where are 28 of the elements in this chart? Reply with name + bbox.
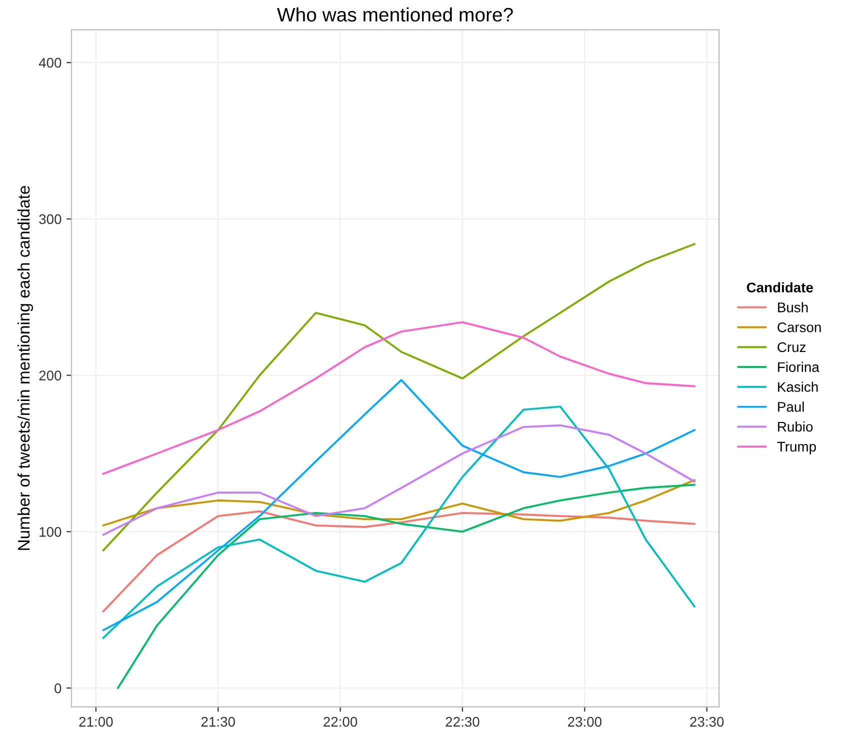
y-tick-label: 100	[40, 527, 62, 537]
legend-label: Fiorina	[778, 362, 820, 372]
x-tick-label: 22:30	[446, 716, 480, 727]
legend-label: Bush	[778, 302, 808, 312]
chart-title: Who was mentioned more?	[277, 7, 513, 22]
legend-label: Carson	[778, 322, 821, 332]
legend-label: Cruz	[778, 342, 806, 352]
line-series	[102, 510, 696, 612]
y-tick-label: 400	[38, 58, 62, 68]
legend-label: Rubio	[778, 421, 813, 432]
line-series	[102, 424, 696, 536]
x-tick-label: 21:00	[79, 716, 113, 727]
legend-title: Candidate	[746, 282, 813, 292]
x-tick-label: 22:00	[324, 716, 358, 727]
legend-label: Kasich	[778, 382, 818, 392]
y-tick-label: 0	[54, 683, 62, 694]
x-tick-label: 23:30	[690, 716, 724, 727]
legend-label: Trump	[777, 442, 816, 454]
y-tick-label: 300	[39, 214, 62, 224]
x-tick-label: 23:00	[568, 716, 602, 727]
y-axis-title: Number of tweets/min mentioning each candidate	[18, 186, 34, 550]
y-tick-label: 200	[39, 370, 62, 380]
line-series	[102, 321, 696, 475]
legend-label: Paul	[778, 402, 804, 412]
x-tick-label: 21:30	[201, 716, 235, 727]
line-series	[102, 243, 696, 552]
line-series	[116, 484, 696, 690]
line-series	[102, 479, 696, 526]
